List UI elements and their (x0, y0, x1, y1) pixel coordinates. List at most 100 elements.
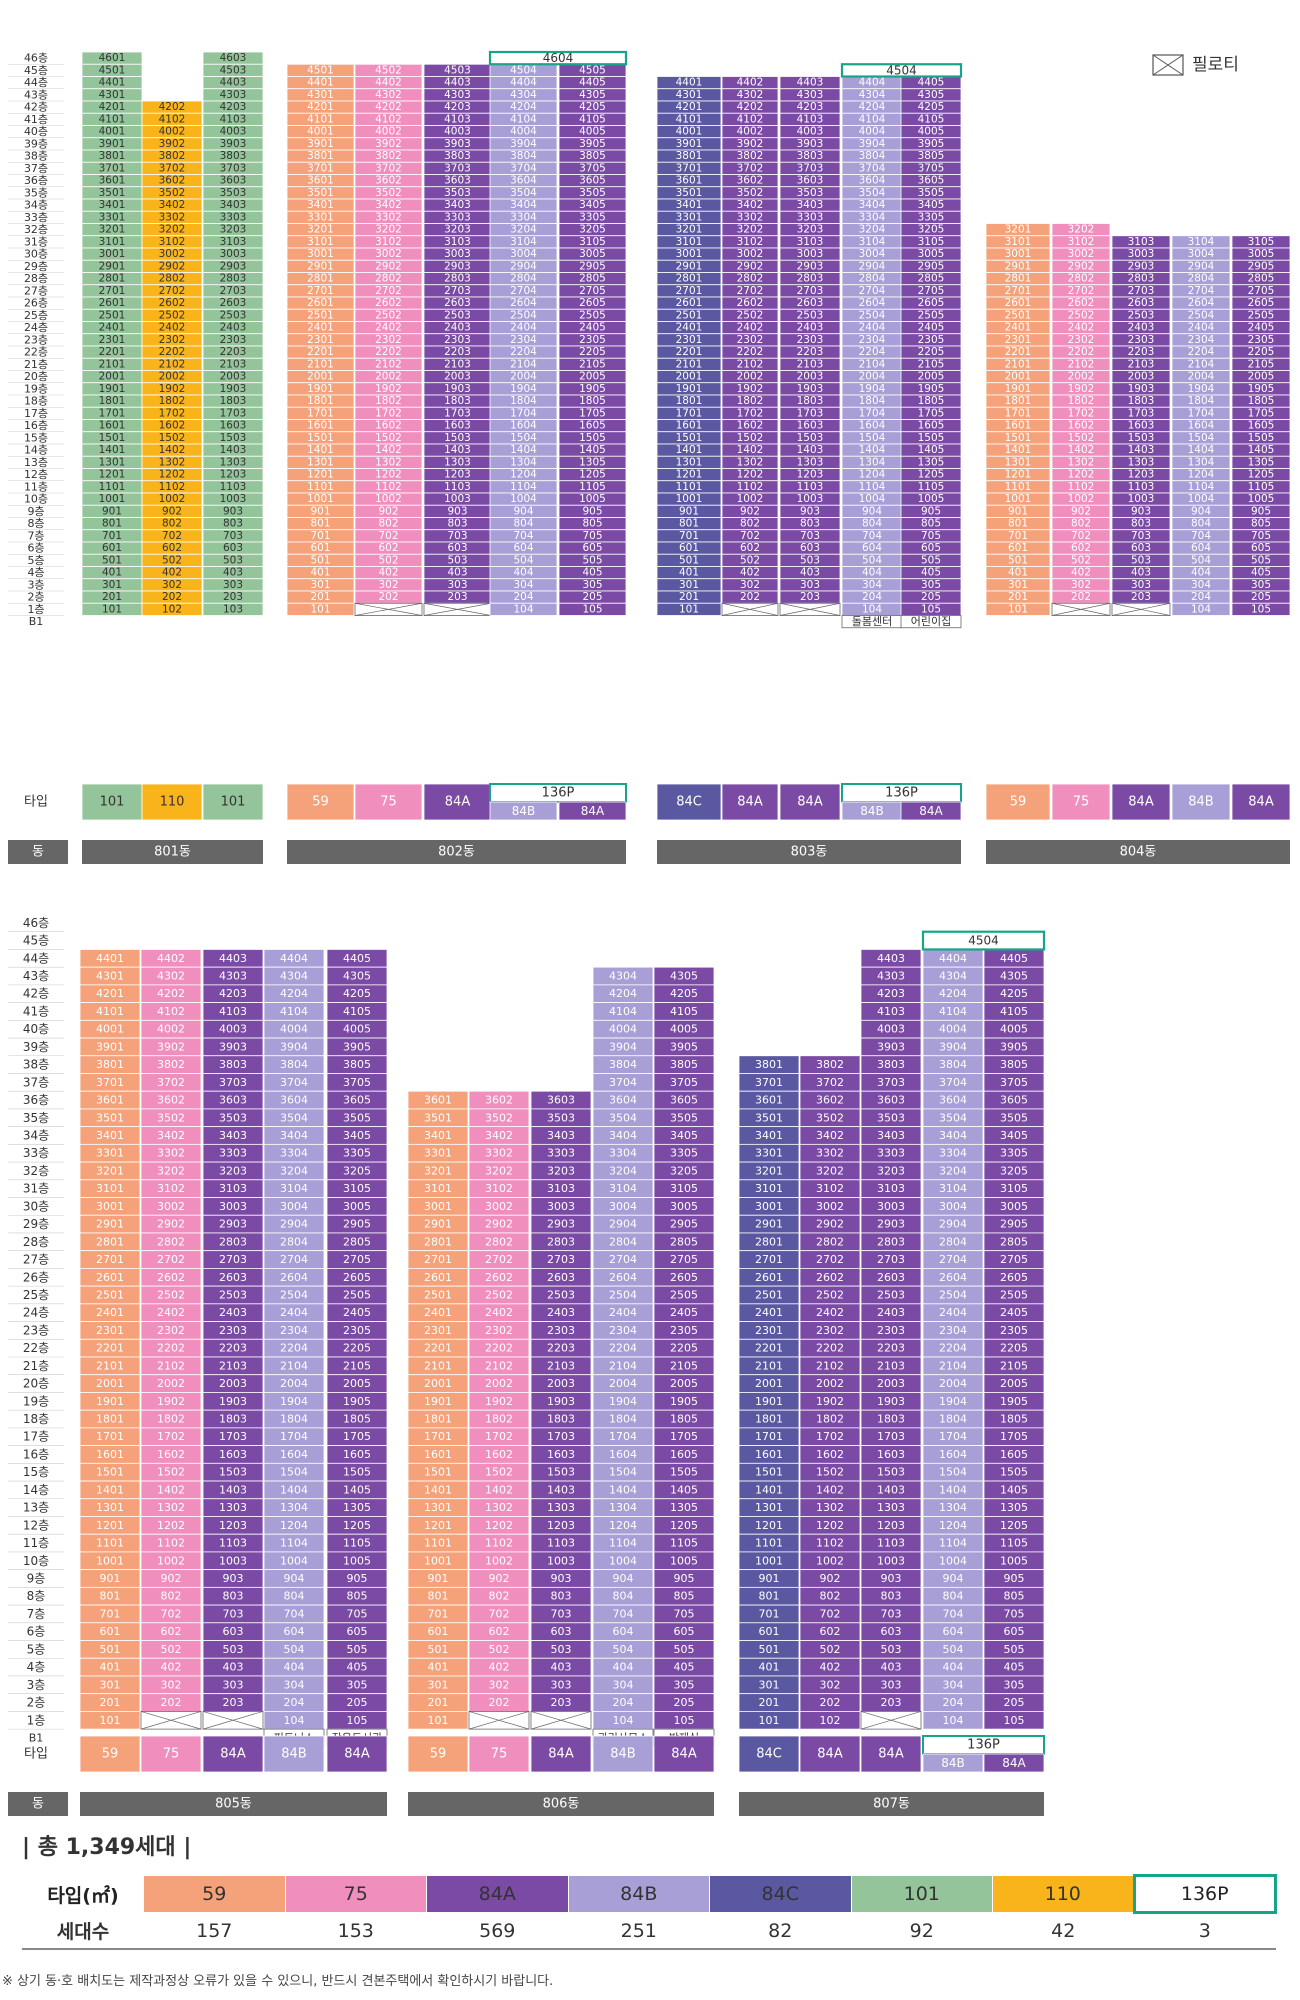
floor-label: 30층 (24, 248, 48, 261)
unit-number: 3404 (859, 199, 886, 211)
unit-number: 202 (378, 591, 398, 603)
basement-label: B1 (29, 1731, 44, 1744)
unit-number: 704 (284, 1607, 305, 1620)
unit-number: 2303 (219, 1324, 247, 1337)
unit-number: 3001 (755, 1200, 783, 1213)
unit-number: 3405 (343, 1129, 371, 1142)
floor-label: 7층 (27, 529, 44, 542)
floor-label: 13층 (23, 1501, 49, 1515)
unit-number: 2101 (307, 358, 334, 370)
unit-number: 1701 (1005, 407, 1032, 419)
unit-number: 2603 (219, 1271, 247, 1284)
floor-label: 21층 (23, 1359, 49, 1373)
dong-label: 803동 (791, 845, 828, 860)
unit-number: 2102 (375, 358, 402, 370)
unit-number: 4303 (444, 89, 471, 101)
unit-number: 1602 (157, 1448, 185, 1461)
unit-number: 802 (820, 1590, 841, 1603)
unit-number: 4104 (939, 1005, 967, 1018)
unit-number: 4201 (99, 101, 126, 113)
unit-number: 1604 (1188, 420, 1215, 432)
unit-number: 1405 (1000, 1483, 1028, 1496)
unit-number: 1701 (424, 1430, 452, 1443)
unit-number: 2102 (157, 1359, 185, 1372)
unit-number: 1303 (219, 1501, 247, 1514)
unit-number: 1305 (918, 456, 945, 468)
unit-number: 1102 (157, 1537, 185, 1550)
unit-number: 1004 (609, 1554, 637, 1567)
unit-number: 1604 (939, 1448, 967, 1461)
unit-number: 404 (1191, 567, 1211, 579)
unit-number: 2502 (485, 1288, 513, 1301)
unit-number: 901 (1008, 505, 1028, 517)
unit-number: 1105 (343, 1537, 371, 1550)
unit-number: 3304 (859, 211, 886, 223)
unit-number: 1301 (96, 1501, 124, 1514)
unit-number: 3205 (918, 224, 945, 236)
unit-number: 2705 (670, 1253, 698, 1266)
unit-number: 3202 (159, 224, 186, 236)
unit-number: 1802 (485, 1413, 513, 1426)
unit-number: 2602 (375, 297, 402, 309)
type-label: 101 (221, 795, 246, 810)
unit-number: 503 (223, 1643, 244, 1656)
unit-number: 2102 (485, 1359, 513, 1372)
unit-number: 2403 (1128, 322, 1155, 334)
unit-number: 2705 (1000, 1253, 1028, 1266)
floor-label: 14층 (23, 1483, 49, 1497)
unit-number: 1701 (755, 1430, 783, 1443)
unit-number: 1504 (510, 432, 537, 444)
unit-number: 1203 (1128, 469, 1155, 481)
unit-number: 4302 (375, 89, 402, 101)
unit-number: 4003 (220, 126, 247, 138)
unit-number: 2801 (1005, 273, 1032, 285)
floor-label: 23층 (24, 333, 48, 346)
unit-number: 2701 (1005, 285, 1032, 297)
unit-number: 2603 (877, 1271, 905, 1284)
unit-number: 1602 (816, 1448, 844, 1461)
unit-number: 2603 (547, 1271, 575, 1284)
unit-number: 3001 (676, 248, 703, 260)
unit-number: 3505 (670, 1111, 698, 1124)
unit-number: 3002 (157, 1200, 185, 1213)
unit-number: 3204 (609, 1164, 637, 1177)
unit-number: 3103 (220, 236, 247, 248)
unit-number: 3904 (510, 138, 537, 150)
unit-number: 1504 (859, 432, 886, 444)
unit-number: 1105 (918, 481, 945, 493)
floor-label: 35층 (24, 186, 48, 199)
unit-number: 3802 (375, 150, 402, 162)
unit-number: 1805 (1000, 1413, 1028, 1426)
unit-number: 905 (1251, 505, 1271, 517)
type-label: 101 (100, 795, 125, 810)
unit-number: 4202 (737, 101, 764, 113)
unit-number: 2803 (547, 1235, 575, 1248)
floor-label: 4층 (27, 1660, 46, 1674)
unit-number: 3201 (1005, 224, 1032, 236)
unit-number: 701 (100, 1607, 121, 1620)
unit-number: 903 (223, 1572, 244, 1585)
unit-number: 605 (921, 542, 941, 554)
unit-number: 1002 (737, 493, 764, 505)
unit-number: 1904 (859, 383, 886, 395)
unit-number: 3301 (99, 211, 126, 223)
unit-number: 2905 (579, 260, 606, 272)
unit-number: 902 (378, 505, 398, 517)
unit-number: 205 (347, 1696, 368, 1709)
unit-number: 305 (1004, 1678, 1025, 1691)
unit-number: 501 (679, 554, 699, 566)
unit-number: 1405 (918, 444, 945, 456)
unit-number: 1105 (1000, 1537, 1028, 1550)
floor-label: 1층 (27, 603, 44, 616)
unit-number: 504 (1191, 554, 1211, 566)
unit-number: 1901 (96, 1395, 124, 1408)
unit-number: 3605 (918, 175, 945, 187)
unit-number: 3601 (424, 1094, 452, 1107)
unit-number: 2004 (859, 371, 886, 383)
unit-number: 904 (943, 1572, 964, 1585)
unit-number: 1702 (159, 407, 186, 419)
unit-number: 2005 (918, 371, 945, 383)
unit-number: 1502 (1068, 432, 1095, 444)
unit-number: 3503 (547, 1111, 575, 1124)
unit-number: 1102 (1068, 481, 1095, 493)
